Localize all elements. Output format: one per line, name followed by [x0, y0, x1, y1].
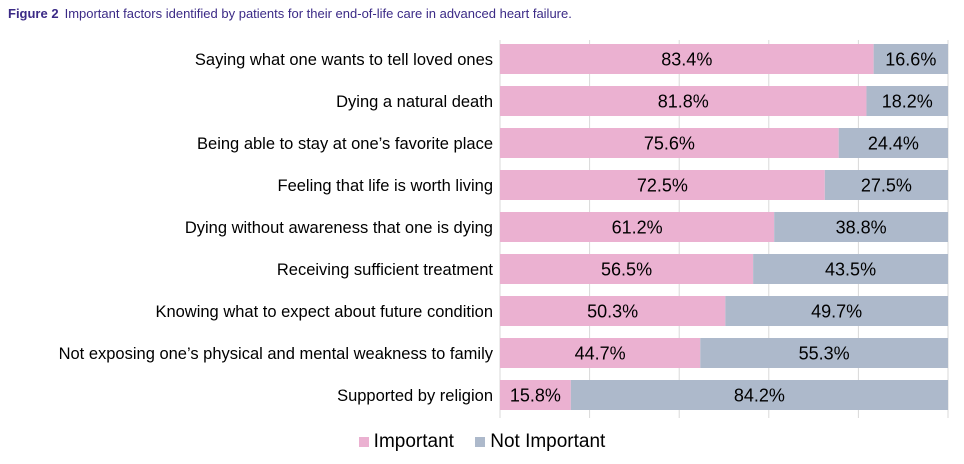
data-label: 18.2%	[882, 92, 933, 112]
bar-important	[500, 128, 839, 158]
data-label: 72.5%	[637, 176, 688, 196]
legend-swatch-important	[358, 437, 369, 447]
category-label: Being able to stay at one’s favorite pla…	[197, 135, 493, 153]
bar-not-important	[774, 212, 948, 242]
category-label: Knowing what to expect about future cond…	[155, 303, 493, 321]
category-label: Dying without awareness that one is dyin…	[185, 219, 493, 237]
figure-caption: Figure 2 Important factors identified by …	[8, 6, 572, 21]
bar-not-important	[838, 128, 948, 158]
data-labels: 83.4% 16.6% 81.8% 18.2% 75.6% 24.4% 72.5% 27.5%…	[510, 50, 936, 406]
category-label: Saying what one wants to tell loved ones	[195, 51, 493, 69]
category-label: Not exposing one’s physical and mental w…	[59, 345, 494, 363]
bars	[500, 44, 948, 410]
data-label: 43.5%	[825, 260, 876, 280]
data-label: 49.7%	[811, 302, 862, 322]
data-label: 27.5%	[861, 176, 912, 196]
data-label: 84.2%	[734, 386, 785, 406]
bar-not-important	[725, 296, 948, 326]
data-label: 24.4%	[868, 134, 919, 154]
data-label: 15.8%	[510, 386, 561, 406]
bar-not-important	[700, 338, 948, 368]
legend-label-important: Important	[373, 431, 454, 452]
bar-important	[500, 254, 754, 284]
bar-important	[500, 86, 867, 116]
data-label: 56.5%	[601, 260, 652, 280]
category-label: Dying a natural death	[336, 93, 493, 111]
data-label: 44.7%	[575, 344, 626, 364]
bar-not-important	[866, 86, 948, 116]
legend-item-important: Important	[358, 431, 454, 453]
bar-not-important	[753, 254, 948, 284]
bar-not-important	[824, 170, 948, 200]
legend: Important Not Important	[0, 431, 964, 453]
bar-important	[500, 296, 726, 326]
data-label: 38.8%	[836, 218, 887, 238]
figure-label: Figure 2	[8, 6, 59, 21]
bar-not-important	[570, 380, 948, 410]
category-label: Receiving sufficient treatment	[277, 261, 494, 279]
data-label: 50.3%	[587, 302, 638, 322]
data-label: 16.6%	[885, 50, 936, 70]
category-labels: Saying what one wants to tell loved ones…	[59, 51, 494, 405]
data-label: 75.6%	[644, 134, 695, 154]
data-label: 61.2%	[612, 218, 663, 238]
legend-item-not-important: Not Important	[475, 431, 605, 453]
bar-not-important	[873, 44, 948, 74]
bar-important	[500, 380, 571, 410]
data-label: 83.4%	[661, 50, 712, 70]
bar-important	[500, 44, 874, 74]
bar-important	[500, 338, 701, 368]
bar-important	[500, 212, 775, 242]
caption-text: Important factors identified by patients…	[64, 6, 572, 21]
category-label: Supported by religion	[337, 387, 493, 405]
legend-swatch-not-important	[475, 437, 486, 447]
bar-important	[500, 170, 825, 200]
legend-label-not-important: Not Important	[490, 431, 606, 452]
data-label: 55.3%	[799, 344, 850, 364]
data-label: 81.8%	[658, 92, 709, 112]
category-label: Feeling that life is worth living	[277, 177, 493, 195]
